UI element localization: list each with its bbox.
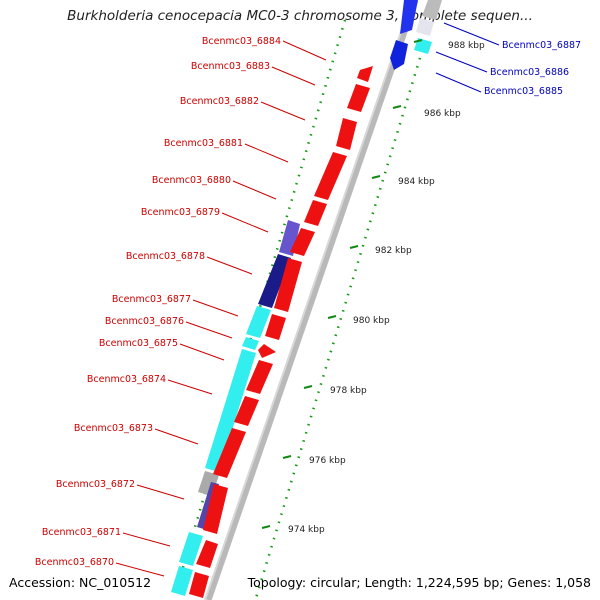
scale-tick-mark xyxy=(413,39,423,43)
scale-tick-label: 976 kbp xyxy=(309,456,346,466)
scale-tick-mark xyxy=(327,315,337,319)
gene-6887-arrow[interactable] xyxy=(400,0,418,34)
topology-text: Topology: circular; Length: 1,224,595 bp… xyxy=(247,575,591,590)
gene-6883-arrow[interactable] xyxy=(347,84,370,112)
gene-6879f-arrow[interactable] xyxy=(290,228,315,256)
gene-label[interactable]: Bcenmc03_6874 xyxy=(87,374,166,385)
forward-lane xyxy=(189,66,373,598)
white-feature xyxy=(416,18,434,36)
gene-6870c-arrow[interactable] xyxy=(189,572,209,598)
scale-tick-mark xyxy=(303,385,313,389)
scale-tick-label: 984 kbp xyxy=(398,177,435,187)
gene-6871-arrow[interactable] xyxy=(179,532,203,566)
gene-labels-blue: Bcenmc03_6887 Bcenmc03_6886 Bcenmc03_688… xyxy=(484,40,581,97)
gene-labels: Bcenmc03_6884 Bcenmc03_6883 Bcenmc03_688… xyxy=(35,36,281,568)
gene-6886-arrow[interactable] xyxy=(414,38,432,54)
gene-6873-arrow[interactable] xyxy=(205,349,256,472)
gene-6871f-arrow[interactable] xyxy=(203,484,228,534)
gene-label[interactable]: Bcenmc03_6884 xyxy=(202,36,281,47)
gene-6874-arrow[interactable] xyxy=(246,360,273,394)
label-leaders xyxy=(115,40,327,577)
gene-label[interactable]: Bcenmc03_6883 xyxy=(191,61,270,72)
gene-label[interactable]: Bcenmc03_6878 xyxy=(126,251,205,262)
scale-ticks: 974 kbp 976 kbp 978 kbp 980 kbp 982 kbp … xyxy=(261,39,485,535)
gene-6884-arrow[interactable] xyxy=(357,66,373,82)
gene-6885-arrow[interactable] xyxy=(390,40,408,70)
gene-label[interactable]: Bcenmc03_6871 xyxy=(42,527,121,538)
label-leaders-blue xyxy=(435,22,500,93)
scale-tick-mark xyxy=(371,175,381,179)
scale-tick-mark xyxy=(392,105,402,109)
gene-label[interactable]: Bcenmc03_6877 xyxy=(112,294,191,305)
reverse-lane xyxy=(171,220,300,596)
scale-tick-label: 982 kbp xyxy=(375,246,412,256)
backbone xyxy=(204,0,419,600)
accession-text: Accession: NC_010512 xyxy=(9,575,152,590)
scale-tick-label: 978 kbp xyxy=(330,386,367,396)
scale-tick-label: 988 kbp xyxy=(448,41,485,51)
gene-6873f-arrow[interactable] xyxy=(234,396,259,426)
gene-6877-arrow[interactable] xyxy=(246,306,271,338)
map-title: Burkholderia cenocepacia MC0-3 chromosom… xyxy=(67,8,533,24)
gene-6876-arrow[interactable] xyxy=(265,314,286,340)
gene-6882-arrow[interactable] xyxy=(336,118,357,150)
outer-dotted-track xyxy=(254,57,422,599)
gene-6870-arrow[interactable] xyxy=(196,540,218,568)
gene-6878-arrow[interactable] xyxy=(258,254,291,308)
gene-6877b-arrow[interactable] xyxy=(242,337,259,350)
gene-6878f-arrow[interactable] xyxy=(274,258,302,312)
gene-label[interactable]: Bcenmc03_6880 xyxy=(152,175,231,186)
gene-label[interactable]: Bcenmc03_6876 xyxy=(105,316,184,327)
gene-label[interactable]: Bcenmc03_6872 xyxy=(56,479,135,490)
scale-tick-label: 986 kbp xyxy=(424,109,461,119)
gene-label[interactable]: Bcenmc03_6879 xyxy=(141,207,220,218)
gene-label[interactable]: Bcenmc03_6885 xyxy=(484,86,563,97)
gene-label[interactable]: Bcenmc03_6886 xyxy=(490,67,569,78)
gene-6880-arrow[interactable] xyxy=(304,200,327,226)
inner-dotted-track xyxy=(172,19,347,599)
gene-6881-arrow[interactable] xyxy=(314,152,347,200)
scale-tick-mark xyxy=(261,525,271,529)
gene-6870b-arrow[interactable] xyxy=(171,566,193,596)
scale-tick-label: 974 kbp xyxy=(288,525,325,535)
gene-label[interactable]: Bcenmc03_6873 xyxy=(74,423,153,434)
gene-label[interactable]: Bcenmc03_6881 xyxy=(164,138,243,149)
gene-label[interactable]: Bcenmc03_6875 xyxy=(99,338,178,349)
scale-tick-label: 980 kbp xyxy=(353,316,390,326)
gene-6872f-arrow[interactable] xyxy=(213,428,246,478)
gene-6875-arrow[interactable] xyxy=(258,344,276,358)
top-right-genes xyxy=(390,0,442,70)
grey-feature xyxy=(422,0,442,20)
gene-label[interactable]: Bcenmc03_6882 xyxy=(180,96,259,107)
gene-label[interactable]: Bcenmc03_6870 xyxy=(35,557,114,568)
scale-tick-mark xyxy=(282,455,292,459)
gene-label[interactable]: Bcenmc03_6887 xyxy=(502,40,581,51)
scale-tick-mark xyxy=(349,245,359,249)
